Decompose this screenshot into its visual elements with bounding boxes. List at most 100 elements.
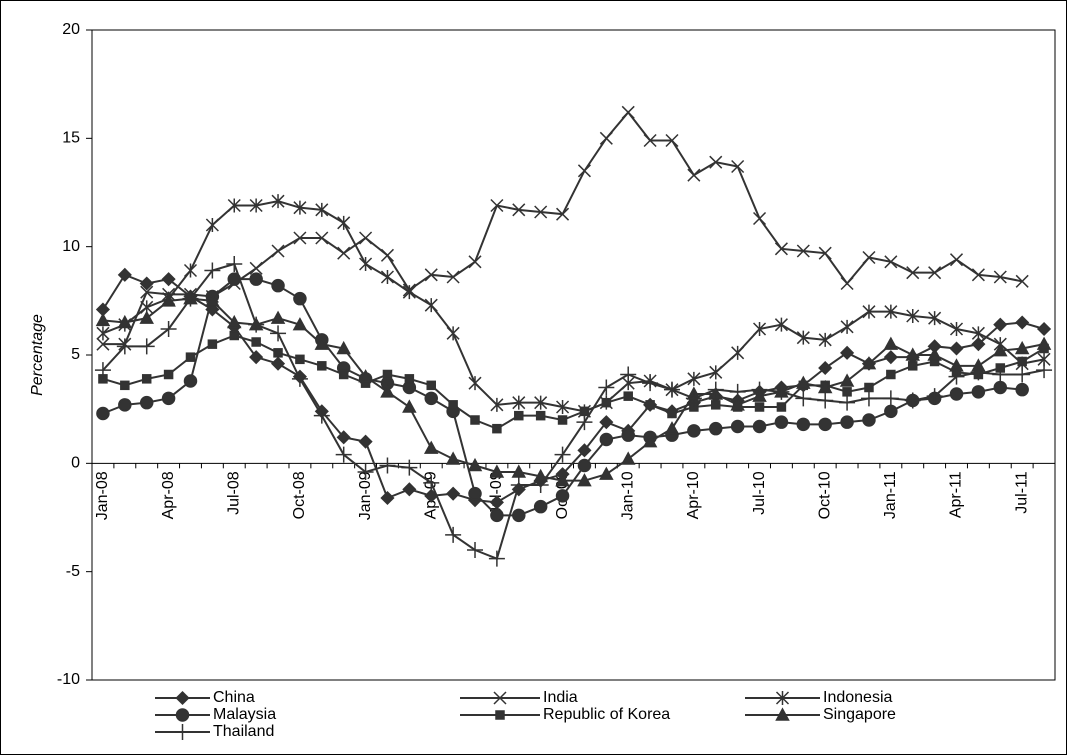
marker xyxy=(270,356,286,371)
marker xyxy=(796,417,811,432)
marker xyxy=(445,526,462,543)
marker xyxy=(663,381,680,398)
legend-item: Malaysia xyxy=(155,706,276,723)
marker xyxy=(579,406,590,417)
series-line xyxy=(102,200,1045,413)
marker xyxy=(293,231,307,245)
marker xyxy=(623,391,633,401)
marker xyxy=(337,215,351,230)
marker xyxy=(840,319,854,334)
marker xyxy=(818,332,832,347)
marker xyxy=(514,410,524,421)
marker xyxy=(358,369,373,383)
marker xyxy=(96,337,110,351)
marker xyxy=(314,336,330,350)
marker xyxy=(468,486,482,501)
marker xyxy=(993,343,1008,357)
marker xyxy=(270,325,287,342)
marker xyxy=(402,285,416,300)
marker xyxy=(599,432,614,447)
x-tick-label: Jan-10 xyxy=(619,471,636,520)
marker xyxy=(336,340,351,355)
y-tick-label: -5 xyxy=(66,563,80,580)
x-tick-label: Jan-11 xyxy=(882,471,899,519)
marker xyxy=(1014,340,1030,355)
marker xyxy=(226,314,242,329)
x-tick-label: Oct-10 xyxy=(816,471,833,519)
y-tick-label: 20 xyxy=(62,21,80,38)
marker xyxy=(295,354,305,365)
marker xyxy=(140,285,154,299)
marker xyxy=(886,369,896,380)
marker xyxy=(448,400,458,410)
marker xyxy=(883,336,899,350)
marker xyxy=(883,350,898,365)
marker xyxy=(796,244,810,258)
marker xyxy=(533,499,548,514)
marker xyxy=(116,338,133,355)
marker xyxy=(840,276,854,291)
marker xyxy=(380,384,395,398)
marker xyxy=(731,159,745,174)
marker xyxy=(949,387,964,401)
legend-item: Thailand xyxy=(155,723,274,740)
marker xyxy=(554,446,571,463)
marker xyxy=(774,317,788,332)
marker xyxy=(380,490,395,506)
marker xyxy=(905,347,921,361)
marker xyxy=(335,446,352,463)
marker xyxy=(752,419,767,434)
marker xyxy=(1015,315,1030,330)
marker xyxy=(642,375,659,392)
marker xyxy=(338,369,349,380)
marker xyxy=(601,397,612,408)
marker xyxy=(291,370,308,387)
marker xyxy=(379,457,396,474)
marker xyxy=(271,278,285,293)
marker xyxy=(751,381,768,398)
marker xyxy=(577,443,592,458)
marker xyxy=(468,255,482,269)
marker xyxy=(315,231,329,245)
marker xyxy=(1017,356,1027,367)
marker xyxy=(468,376,482,391)
marker xyxy=(535,410,546,421)
marker xyxy=(643,133,657,148)
marker xyxy=(251,337,261,347)
marker xyxy=(949,341,964,356)
marker xyxy=(948,368,965,385)
marker xyxy=(490,198,504,213)
marker xyxy=(729,383,746,400)
marker xyxy=(904,392,921,409)
marker xyxy=(598,379,615,396)
marker xyxy=(775,691,790,705)
marker xyxy=(839,394,856,411)
y-tick-label: -10 xyxy=(57,671,80,688)
marker xyxy=(882,390,899,407)
marker xyxy=(971,385,986,399)
marker xyxy=(532,477,549,493)
x-tick-label: Jan-08 xyxy=(94,471,111,520)
marker xyxy=(884,255,898,269)
marker xyxy=(709,421,723,436)
marker xyxy=(271,244,285,258)
marker xyxy=(730,419,745,434)
marker xyxy=(928,266,942,280)
marker xyxy=(599,466,614,480)
legend-item: India xyxy=(460,689,578,706)
marker xyxy=(534,205,548,219)
marker xyxy=(928,311,942,326)
marker xyxy=(249,198,263,213)
marker xyxy=(840,415,854,429)
marker xyxy=(864,382,874,393)
x-tick-label: Jul-11 xyxy=(1013,471,1030,513)
marker xyxy=(313,407,330,424)
legend-item: China xyxy=(155,689,255,706)
marker xyxy=(248,316,265,333)
marker xyxy=(336,430,351,445)
marker xyxy=(226,256,243,272)
marker xyxy=(96,326,110,341)
marker xyxy=(161,391,176,406)
marker xyxy=(599,131,613,145)
